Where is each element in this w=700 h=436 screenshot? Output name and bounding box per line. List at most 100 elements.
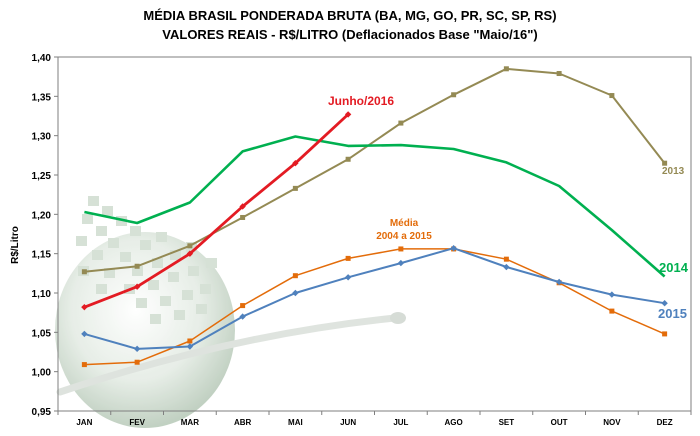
data-point (345, 255, 351, 261)
watermark-square (132, 266, 143, 276)
data-point (661, 300, 668, 307)
data-point (503, 263, 510, 271)
watermark-square (82, 214, 93, 224)
watermark-square (92, 250, 103, 260)
watermark-square (136, 298, 147, 308)
data-point (186, 343, 194, 350)
data-point (81, 330, 88, 338)
series-label: 2004 a 2015 (376, 231, 432, 242)
series-line (84, 67, 666, 273)
watermark-square (196, 304, 207, 314)
y-tick-label: 1,35 (32, 92, 52, 103)
data-point (239, 203, 246, 210)
y-tick-label: 1,05 (32, 328, 52, 339)
data-point (187, 243, 193, 249)
y-tick-label: 1,10 (32, 289, 52, 300)
x-tick-label: JAN (76, 418, 92, 427)
data-point (398, 120, 404, 126)
watermark-square (156, 232, 167, 242)
data-point (240, 214, 246, 220)
watermark-square (148, 280, 159, 290)
watermark-square (188, 266, 199, 276)
watermark-square (150, 314, 161, 324)
data-point (187, 338, 193, 344)
data-point (450, 244, 457, 252)
y-tick-label: 1,30 (32, 132, 52, 143)
series-label: 2013 (662, 166, 685, 177)
x-tick-label: DEZ (657, 418, 673, 427)
y-tick-label: 1,20 (32, 210, 52, 221)
watermark-square (130, 226, 141, 236)
data-point (397, 259, 405, 267)
chart-subtitle: VALORES REAIS - R$/LITRO (Deflacionados … (162, 27, 538, 42)
watermark-graphic (55, 196, 406, 428)
watermark-square (200, 284, 211, 294)
data-point (240, 303, 246, 309)
watermark-square (96, 284, 107, 294)
series-line (84, 248, 665, 366)
x-tick-label: FEV (129, 418, 145, 427)
series-line (83, 113, 350, 309)
watermark-square (170, 250, 181, 260)
x-tick-label: NOV (603, 418, 621, 427)
y-tick-label: 1,40 (32, 53, 52, 64)
data-point (662, 160, 668, 166)
x-tick-label: JUL (393, 418, 408, 427)
data-point (609, 93, 615, 99)
watermark-square (206, 258, 217, 268)
x-tick-label: OUT (551, 418, 568, 427)
watermark-square (152, 258, 163, 268)
y-tick-label: 1,00 (32, 368, 52, 379)
series-3 (81, 244, 668, 353)
watermark-square (160, 296, 171, 306)
data-point (134, 263, 140, 269)
series-label: 2015 (658, 306, 687, 321)
series-label: 2014 (659, 260, 689, 275)
series-label: Junho/2016 (328, 94, 394, 108)
data-point (609, 308, 615, 314)
watermark-square (120, 252, 131, 262)
data-point (398, 246, 404, 252)
x-tick-label: MAR (181, 418, 199, 427)
series-1 (84, 135, 666, 278)
watermark-square (140, 240, 151, 250)
y-tick-label: 0,95 (32, 407, 52, 418)
data-point (292, 273, 298, 279)
x-tick-label: AGO (445, 418, 463, 427)
x-tick-label: ABR (234, 418, 252, 427)
x-tick-label: JUN (340, 418, 356, 427)
watermark-square (104, 268, 115, 278)
y-tick-label: 1,15 (32, 250, 52, 261)
data-point (556, 71, 562, 77)
data-point (608, 291, 616, 298)
data-point (186, 250, 194, 257)
watermark-square (102, 206, 113, 216)
watermark-square (76, 236, 87, 246)
series-4 (81, 111, 352, 311)
data-point (292, 289, 299, 297)
x-tick-label: MAI (288, 418, 303, 427)
chart-title: MÉDIA BRASIL PONDERADA BRUTA (BA, MG, GO… (143, 8, 557, 23)
data-point (451, 92, 457, 98)
series-0 (81, 66, 668, 275)
data-point (662, 331, 668, 337)
data-point (133, 283, 141, 290)
data-point (555, 278, 563, 286)
data-point (345, 156, 351, 162)
data-point (503, 256, 509, 262)
data-point (81, 269, 87, 275)
watermark-square (174, 310, 185, 320)
data-point (503, 66, 509, 72)
series-line (84, 135, 666, 278)
series-label: Média (390, 218, 419, 229)
data-point (344, 111, 352, 118)
data-point (344, 274, 352, 281)
data-point (239, 313, 246, 320)
watermark-square (108, 238, 119, 248)
data-point (134, 359, 140, 365)
watermark-square (88, 196, 99, 206)
series-line (84, 247, 665, 350)
data-point (292, 160, 299, 167)
y-axis-label: R$/Litro (10, 226, 21, 264)
